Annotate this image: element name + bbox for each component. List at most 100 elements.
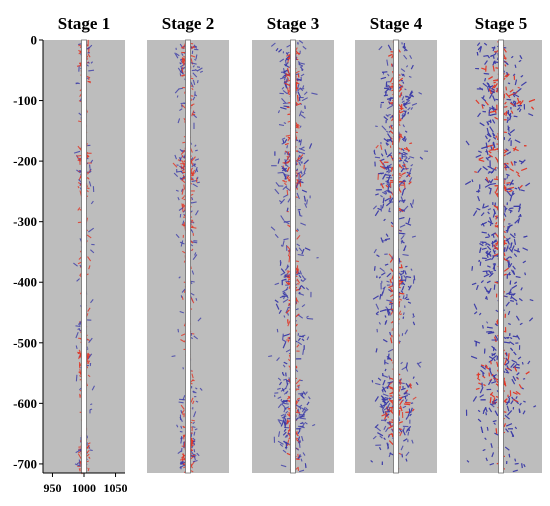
fracture-mark — [504, 446, 510, 451]
fracture-mark — [284, 82, 291, 87]
fracture-mark — [282, 333, 284, 340]
fracture-mark — [382, 393, 389, 397]
fracture-mark — [494, 323, 498, 327]
fracture-mark — [312, 423, 316, 427]
fracture-mark — [383, 218, 386, 222]
fracture-mark — [512, 265, 516, 270]
fracture-mark — [287, 136, 291, 140]
fracture-mark — [417, 361, 422, 365]
fracture-mark — [287, 138, 290, 142]
fracture-mark — [298, 180, 304, 184]
fracture-mark — [482, 448, 486, 452]
fracture-mark — [179, 464, 185, 469]
fracture-mark — [373, 266, 376, 271]
fracture-mark — [384, 315, 387, 318]
fracture-mark — [280, 215, 285, 221]
fracture-mark — [86, 338, 90, 341]
fracture-mark — [191, 197, 194, 201]
fracture-mark — [176, 424, 179, 428]
fracture-mark — [494, 335, 499, 340]
fracture-mark — [388, 89, 392, 91]
fracture-mark — [280, 272, 285, 276]
fracture-mark — [515, 315, 520, 321]
fracture-mark — [476, 52, 479, 56]
fracture-mark — [407, 174, 411, 177]
fracture-mark — [412, 376, 415, 379]
fracture-mark — [386, 272, 392, 278]
fracture-mark — [402, 295, 405, 300]
fracture-mark — [404, 138, 407, 142]
fracture-mark — [522, 260, 526, 264]
fracture-mark — [485, 243, 488, 246]
fracture-mark — [488, 407, 493, 413]
fracture-mark — [411, 408, 415, 412]
fracture-mark — [491, 255, 495, 261]
fracture-mark — [382, 173, 387, 180]
fracture-mark — [298, 247, 303, 252]
fracture-mark — [519, 322, 523, 326]
fracture-mark — [408, 181, 412, 185]
fracture-mark — [387, 175, 391, 182]
fracture-mark — [296, 384, 301, 387]
fracture-mark — [90, 299, 94, 304]
fracture-mark — [174, 88, 180, 94]
fracture-mark — [510, 242, 513, 245]
fracture-mark — [492, 46, 496, 52]
fracture-mark — [519, 100, 524, 106]
fracture-mark — [287, 306, 291, 309]
fracture-mark — [195, 149, 198, 152]
fracture-mark — [379, 267, 385, 272]
fracture-mark — [195, 297, 198, 301]
fracture-mark — [495, 216, 498, 220]
fracture-mark — [388, 422, 392, 425]
fracture-mark — [488, 154, 493, 158]
fracture-mark — [182, 409, 185, 413]
fracture-mark — [386, 310, 390, 316]
fracture-mark — [286, 434, 289, 438]
fracture-mark — [491, 105, 495, 110]
fracture-mark — [296, 397, 301, 400]
fracture-mark — [191, 373, 194, 379]
fracture-mark — [301, 304, 306, 308]
fracture-mark — [486, 144, 494, 148]
fracture-mark — [375, 382, 381, 386]
fracture-mark — [513, 115, 518, 118]
fracture-mark — [197, 317, 202, 322]
fracture-mark — [487, 138, 491, 143]
fracture-mark — [487, 83, 491, 89]
fracture-mark — [300, 73, 305, 77]
fracture-mark — [286, 68, 290, 74]
fracture-mark — [284, 406, 290, 410]
fracture-mark — [199, 387, 203, 391]
fracture-mark — [409, 55, 413, 60]
fracture-mark — [508, 453, 511, 458]
fracture-mark — [192, 437, 196, 441]
fracture-mark — [398, 207, 404, 213]
fracture-mark — [279, 58, 285, 63]
fracture-mark — [489, 119, 492, 124]
fracture-mark — [525, 182, 531, 187]
fracture-mark — [384, 320, 388, 325]
fracture-mark — [399, 313, 403, 316]
fracture-mark — [175, 53, 180, 57]
fracture-mark — [78, 44, 81, 47]
fracture-mark — [298, 63, 303, 67]
fracture-mark — [407, 111, 410, 115]
fracture-mark — [284, 265, 290, 271]
fracture-mark — [297, 430, 301, 435]
fracture-mark — [384, 197, 390, 202]
fracture-mark — [388, 425, 394, 429]
fracture-mark — [520, 189, 525, 192]
fracture-mark — [383, 138, 389, 143]
fracture-mark — [475, 99, 480, 105]
fracture-mark — [401, 100, 405, 104]
fracture-mark — [489, 89, 492, 93]
fracture-mark — [486, 255, 489, 258]
fracture-mark — [510, 102, 515, 107]
fracture-mark — [286, 380, 290, 383]
fracture-mark — [299, 139, 303, 146]
fracture-mark — [386, 170, 389, 173]
fracture-mark — [270, 42, 276, 47]
fracture-mark — [282, 431, 287, 436]
fracture-mark — [179, 156, 182, 162]
